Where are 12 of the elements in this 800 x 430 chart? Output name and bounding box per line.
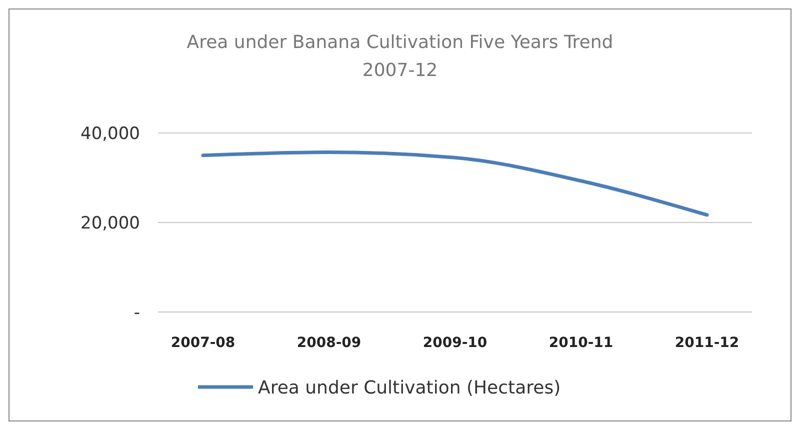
- x-tick-label: 2009-10: [422, 335, 488, 351]
- y-tick-label: -: [134, 302, 140, 323]
- y-tick-label: 40,000: [80, 124, 140, 144]
- x-tick-label: 2011-12: [674, 335, 740, 351]
- legend-label: Area under Cultivation (Hectares): [258, 377, 561, 398]
- x-tick-label: 2008-09: [296, 335, 362, 351]
- line-series: [201, 150, 709, 217]
- x-tick-label: 2007-08: [170, 335, 236, 351]
- y-tick-label: 20,000: [80, 213, 140, 234]
- chart-subtitle: 2007-12: [362, 60, 438, 81]
- x-tick-label: 2010-11: [548, 335, 614, 351]
- chart-title: Area under Banana Cultivation Five Years Trend: [186, 32, 614, 53]
